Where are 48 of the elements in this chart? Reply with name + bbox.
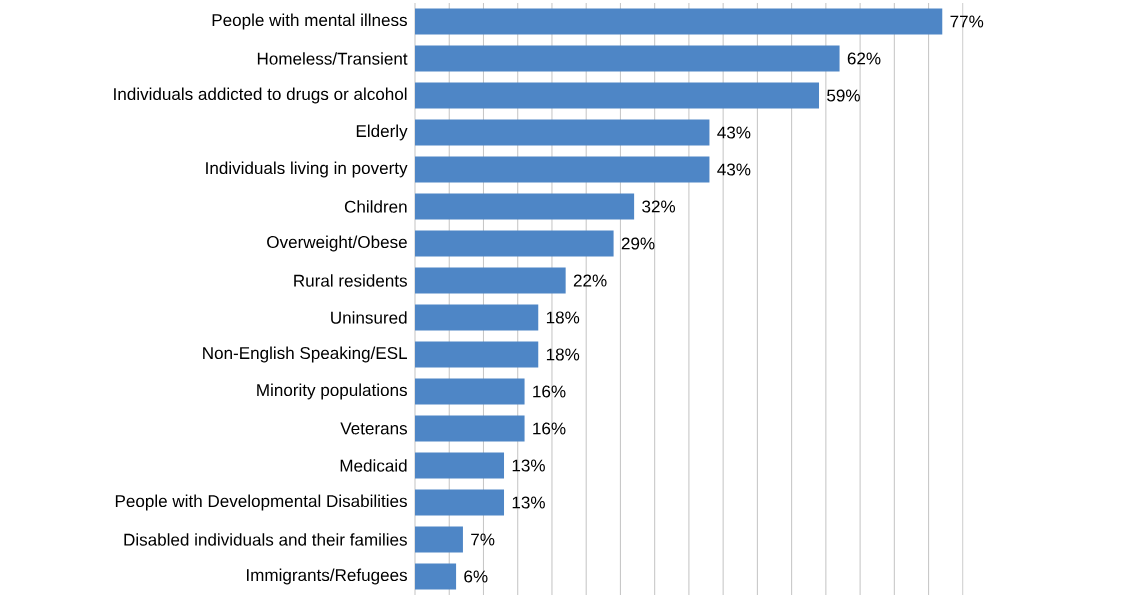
y-tick-label: Disabled individuals and their families	[124, 533, 407, 546]
bar	[415, 193, 635, 220]
data-label: 77%	[950, 15, 984, 28]
bar	[415, 119, 710, 146]
y-tick-label: Minority populations	[257, 383, 407, 400]
data-label: 18%	[546, 348, 580, 361]
bar	[415, 304, 539, 331]
bar	[415, 452, 505, 479]
data-label: 62%	[847, 52, 881, 65]
data-label: 59%	[827, 89, 860, 102]
bar	[415, 415, 525, 442]
bar	[415, 267, 566, 294]
data-label: 43%	[717, 163, 751, 176]
y-tick-label: People with mental illness	[212, 13, 407, 30]
y-tick-label: Overweight/Obese	[267, 235, 407, 252]
bar	[415, 82, 820, 109]
y-tick-label: Uninsured	[331, 311, 407, 324]
y-tick-label: Individuals living in poverty	[206, 161, 408, 178]
bar	[415, 341, 539, 368]
y-tick-label: Immigrants/Refugees	[246, 568, 407, 585]
bar	[415, 378, 525, 405]
bar	[415, 563, 457, 590]
data-label: 6%	[464, 570, 488, 583]
bar	[415, 45, 840, 72]
y-tick-label: Individuals addicted to drugs or alcohol	[114, 87, 407, 104]
data-label: 29%	[621, 237, 655, 250]
bar	[415, 230, 614, 257]
y-tick-label: Rural residents	[294, 274, 407, 287]
y-tick-label: Medicaid	[340, 459, 407, 472]
y-tick-label: Homeless/Transient	[257, 52, 408, 65]
bar	[415, 8, 943, 35]
data-label: 43%	[717, 126, 751, 139]
y-tick-label: Elderly	[356, 124, 408, 141]
bar	[415, 156, 710, 183]
y-tick-label: Non-English Speaking/ESL	[203, 346, 408, 363]
data-label: 18%	[546, 311, 580, 324]
y-tick-label: Veterans	[340, 422, 408, 435]
data-label: 16%	[533, 385, 566, 398]
y-tick-label: Children	[344, 200, 407, 213]
data-label: 13%	[512, 459, 545, 472]
data-label: 22%	[573, 274, 607, 287]
data-label: 7%	[471, 533, 495, 546]
y-tick-label: People with Developmental Disabilities	[115, 494, 407, 511]
data-label: 13%	[512, 496, 545, 509]
data-label: 16%	[533, 422, 566, 435]
data-label: 32%	[642, 200, 676, 213]
bar	[415, 526, 463, 553]
bar	[415, 489, 505, 516]
